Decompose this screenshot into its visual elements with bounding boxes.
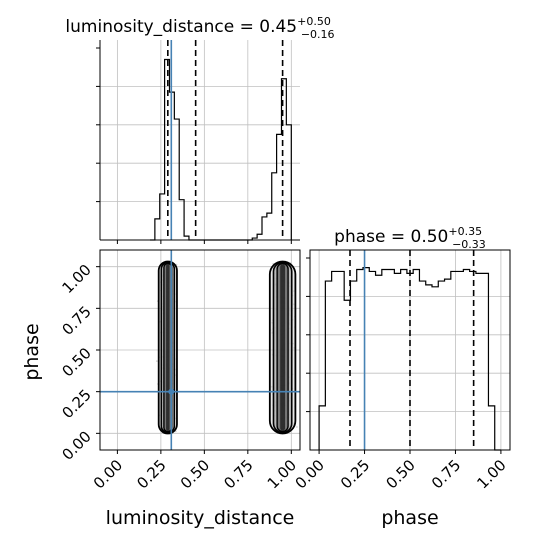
truth-marker xyxy=(168,388,175,395)
x-tick-label: 0.25 xyxy=(337,456,373,492)
y-tick-label: 0.75 xyxy=(58,302,94,338)
luminosity-distance-title: luminosity_distance = 0.45+0.50 −0.16 xyxy=(65,15,334,41)
x-tick-label: 0.25 xyxy=(133,456,169,492)
x-tick-label: 0.50 xyxy=(382,456,418,492)
luminosity-distance-axis-label: luminosity_distance xyxy=(106,507,295,529)
x-tick-label: 0.75 xyxy=(428,456,464,492)
luminosity-distance-vs-phase-panel: 0.00 0.25 0.50 0.75 1.00 0.000.250.500.751.0… xyxy=(21,249,301,529)
y-tick-label: 0.50 xyxy=(58,344,94,380)
luminosity-distance-tick-labels: 0.00 0.25 0.50 0.75 1.00 xyxy=(90,456,300,492)
x-tick-label: 0.00 xyxy=(292,456,328,492)
density-contour xyxy=(280,264,286,431)
x-tick-label: 0.50 xyxy=(177,456,213,492)
histogram-grid xyxy=(100,40,300,240)
x-tick-label: 1.00 xyxy=(473,456,509,492)
luminosity-distance-quantile-lines xyxy=(167,40,284,240)
phase-x-tick-labels: 0.00 0.25 0.50 0.75 1.00 xyxy=(292,456,510,492)
x-tick-label: 0.75 xyxy=(220,456,256,492)
density-contours xyxy=(157,260,297,435)
luminosity-distance-histogram-panel: luminosity_distance = 0.45+0.50 −0.16 xyxy=(65,15,335,244)
phase-y-tick-labels: 0.00 0.25 0.50 0.75 1.00 xyxy=(58,261,94,464)
density-axes xyxy=(96,249,301,454)
phase-title: phase = 0.50+0.35 −0.33 xyxy=(334,225,486,251)
phase-quantile-lines xyxy=(349,250,475,450)
y-tick-label: 0.25 xyxy=(58,386,94,422)
phase-x-axis-label: phase xyxy=(381,507,438,529)
x-tick-label: 0.00 xyxy=(90,456,126,492)
x-tick-label: 1.00 xyxy=(264,456,300,492)
phase-histogram-panel: phase = 0.50+0.35 −0.33 0.00 0.25 0.50 0.75 1… xyxy=(292,225,511,529)
scatter-point xyxy=(155,360,158,363)
y-tick-label: 1.00 xyxy=(58,261,94,297)
truth-crosshair-lines xyxy=(100,250,300,450)
y-tick-label: 0.00 xyxy=(58,427,94,463)
phase-histogram-axes xyxy=(306,249,511,454)
scatter-point xyxy=(296,426,298,428)
density-contour xyxy=(166,264,170,431)
histogram-axes xyxy=(96,40,300,244)
phase-histogram-grid xyxy=(310,250,510,450)
phase-y-axis-label: phase xyxy=(21,323,43,380)
